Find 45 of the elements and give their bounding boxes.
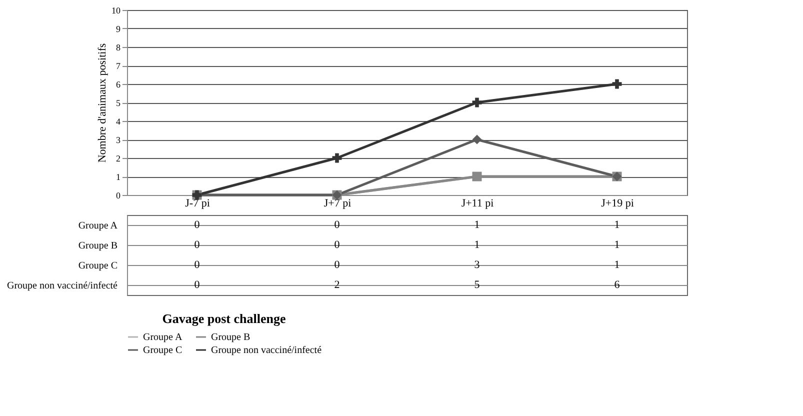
- point: [472, 134, 482, 144]
- data-label: 0: [334, 239, 340, 251]
- text: Groupe A: [78, 220, 118, 232]
- y-tick-label: 4: [116, 116, 121, 126]
- data-label: 3: [474, 259, 480, 271]
- text: Groupe B: [78, 240, 118, 252]
- y-tick-label: 5: [116, 98, 121, 108]
- data-label: 0: [334, 219, 340, 231]
- y-tick-label: 10: [112, 6, 121, 16]
- x-tick-label: J+19 pi: [601, 198, 634, 210]
- y-tick-label: 8: [116, 42, 121, 52]
- y-tick-label: 7: [116, 61, 121, 71]
- x-tick-label: J+11 pi: [461, 198, 494, 210]
- y-tick-label: 9: [116, 24, 121, 34]
- data-label: 1: [614, 239, 620, 251]
- data-label: 0: [334, 259, 340, 271]
- point: [612, 79, 622, 89]
- data-label: 2: [334, 279, 340, 291]
- y-tick-label: 3: [116, 135, 121, 145]
- legend-label: Groupe non vacciné/infecté: [211, 345, 322, 356]
- text: Groupe non vacciné/infecté: [6, 280, 118, 292]
- y-tick-label: 1: [116, 172, 120, 182]
- legend-label: Groupe A: [143, 332, 183, 343]
- point: [332, 153, 342, 163]
- data-label: 1: [474, 239, 480, 251]
- y-axis-title: Nombre d'animaux positifs: [96, 43, 108, 163]
- legend-title: Gavage post challenge: [162, 311, 286, 326]
- data-label: 0: [194, 239, 200, 251]
- data-label: 6: [614, 279, 620, 291]
- text: Groupe C: [78, 260, 118, 272]
- data-label: 1: [474, 219, 480, 231]
- y-tick-label: 2: [116, 154, 120, 164]
- x-tick-label: J+7 pi: [324, 198, 352, 210]
- legend-label: Groupe C: [143, 345, 182, 356]
- data-label: 0: [194, 279, 200, 291]
- data-label: 0: [194, 259, 200, 271]
- data-label: 1: [614, 219, 620, 231]
- legend-label: Groupe B: [211, 332, 250, 343]
- y-tick-label: 6: [116, 80, 121, 90]
- x-tick-label: J-7 pi: [185, 198, 210, 210]
- y-tick-label: 0: [116, 190, 121, 200]
- point: [472, 98, 482, 108]
- data-label: 0: [194, 219, 200, 231]
- data-label: 5: [474, 279, 480, 291]
- data-label: 1: [614, 259, 620, 271]
